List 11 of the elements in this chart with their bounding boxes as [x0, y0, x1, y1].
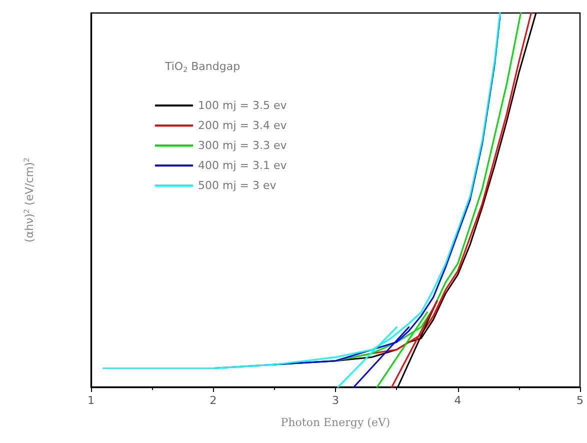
legend-label: 100 mj = 3.5 ev	[198, 99, 288, 112]
legend-label: 400 mj = 3.1 ev	[198, 159, 288, 172]
legend-label: 500 mj = 3 ev	[198, 179, 277, 192]
x-tick-label: 3	[332, 394, 339, 407]
legend-label: 300 mj = 3.3 ev	[198, 139, 288, 152]
x-axis-title: Photon Energy (eV)	[280, 416, 390, 429]
x-tick-label: 5	[576, 394, 584, 407]
legend-label: 200 mj = 3.4 ev	[198, 119, 288, 132]
x-tick-label: 1	[88, 394, 94, 407]
x-tick-label: 4	[454, 394, 462, 407]
x-tick-label: 2	[210, 394, 217, 407]
